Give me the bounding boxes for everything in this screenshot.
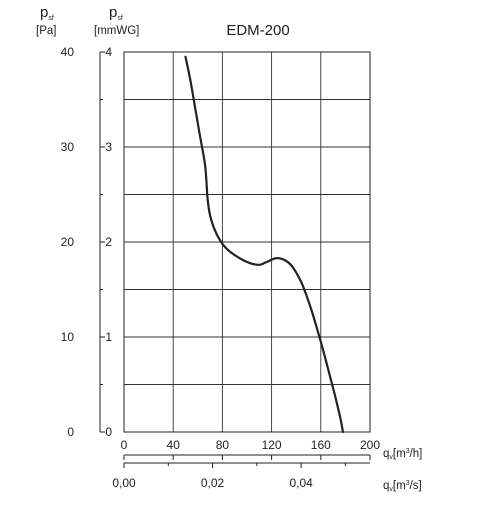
- y-right-tick-label: 4: [105, 45, 112, 59]
- y-right-label-unit: [mmWG]: [94, 25, 139, 37]
- x-bottom-label-subscript: v: [389, 486, 393, 493]
- y-left-tick-label: 20: [61, 235, 75, 249]
- y-right-label-subscript: sf: [117, 15, 123, 22]
- x-top-tick-label: 80: [216, 438, 230, 452]
- x-top-label: qv[m3/h]: [383, 448, 422, 461]
- x-top-tick-label: 120: [262, 438, 282, 452]
- plot-border: [123, 51, 371, 433]
- grid: [124, 52, 370, 432]
- x-bottom-tick-label: 0,02: [201, 476, 225, 490]
- y-left-label-symbol: psf: [40, 4, 54, 22]
- x-top-tick-label: 40: [167, 438, 181, 452]
- y-right-tick-label: 1: [105, 330, 112, 344]
- y-right-tick-label: 3: [105, 140, 112, 154]
- series-group: [184, 55, 345, 434]
- x-top-tick-label: 0: [121, 438, 128, 452]
- x-top-label-subscript: v: [389, 454, 393, 461]
- y-right-label-symbol: psf: [109, 4, 123, 22]
- y-right-tick-label: 2: [105, 235, 112, 249]
- y-left-tick-label: 40: [61, 45, 75, 59]
- y-left-label-unit: [Pa]: [36, 25, 56, 37]
- x-bottom-label: qv[m3/s]: [383, 480, 422, 493]
- chart-title: EDM-200: [226, 22, 289, 39]
- x-top-label-unit-end: /h]: [410, 448, 423, 460]
- y-right-label-p: p: [109, 4, 117, 21]
- y-right-tick-label: 0: [105, 425, 112, 439]
- x-bottom-tick-label: 0,04: [289, 476, 313, 490]
- y-left-label-subscript: sf: [48, 15, 54, 22]
- x-bottom-label-q: q: [383, 480, 389, 492]
- y-left-tick-label: 10: [61, 330, 75, 344]
- x-bottom-tick-label: 0,00: [112, 476, 136, 490]
- series-line-edm-200: [184, 55, 345, 434]
- y-left-label-p: p: [40, 4, 48, 21]
- x-top-label-sup: 3: [406, 448, 410, 455]
- x-bottom-label-sup: 3: [406, 480, 410, 487]
- x-bottom-label-unit: [m: [393, 480, 406, 492]
- axes: [99, 51, 371, 468]
- plot-frame: [123, 51, 371, 433]
- x-top-label-q: q: [383, 448, 389, 460]
- x-bottom-label-unit-end: /s]: [410, 480, 422, 492]
- y-left-tick-label: 30: [61, 140, 75, 154]
- y-left-tick-label: 0: [67, 425, 74, 439]
- x-top-tick-label: 160: [311, 438, 331, 452]
- x-top-label-unit: [m: [393, 448, 406, 460]
- x-top-tick-label: 200: [360, 438, 380, 452]
